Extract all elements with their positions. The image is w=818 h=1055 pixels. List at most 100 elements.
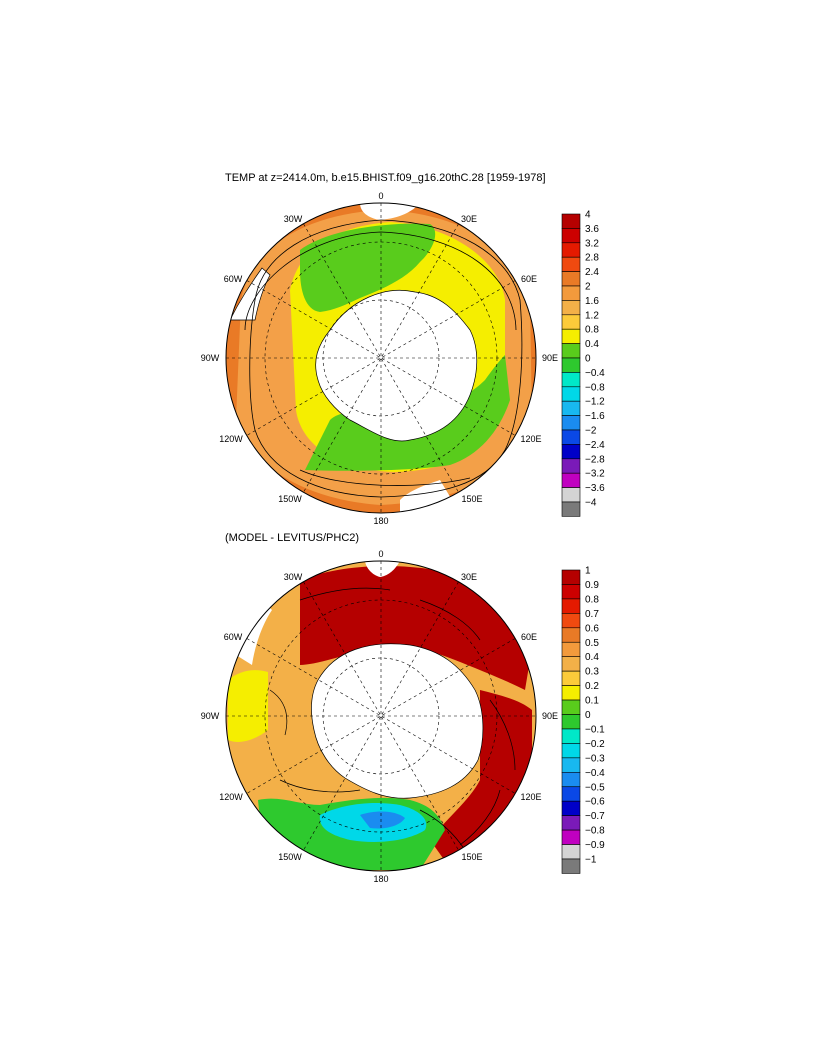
bottom-colorbar-swatch-5 (561, 641, 581, 657)
bottom-colorbar-label-12: −0.2 (585, 739, 605, 750)
top-colorbar-swatch-3 (561, 256, 581, 272)
top-lon-60w: 60W (224, 274, 243, 284)
top-colorbar-swatch-13 (561, 400, 581, 416)
bottom-lon-30e: 30E (461, 572, 477, 582)
top-lon-30e: 30E (461, 214, 477, 224)
bottom-colorbar-label-16: −0.6 (585, 797, 605, 808)
top-land-antarctica (315, 289, 478, 442)
top-colorbar-label-11: −0.4 (585, 368, 605, 379)
bottom-lon-60e: 60E (521, 632, 537, 642)
bottom-colorbar-swatch-3 (561, 613, 581, 629)
top-colorbar-label-1: 3.6 (585, 224, 599, 235)
top-colorbar-label-14: −1.6 (585, 411, 605, 422)
bottom-colorbar-swatch-13 (561, 757, 581, 773)
bottom-lon-90e: 90E (542, 711, 558, 721)
bottom-colorbar-swatch-7 (561, 670, 581, 686)
bottom-colorbar-swatch-4 (561, 627, 581, 643)
top-colorbar-swatch-0 (561, 213, 581, 229)
bottom-lon-180: 180 (373, 874, 388, 884)
top-colorbar-swatch-5 (561, 285, 581, 301)
bottom-colorbar-swatch-15 (561, 786, 581, 802)
bottom-colorbar-label-9: 0.1 (585, 696, 599, 707)
top-colorbar-label-2: 3.2 (585, 238, 599, 249)
top-colorbar-swatch-16 (561, 444, 581, 460)
top-colorbar-label-4: 2.4 (585, 267, 599, 278)
top-lon-120w: 120W (219, 434, 243, 444)
bottom-colorbar-swatch-17 (561, 815, 581, 831)
bottom-colorbar-swatch-19 (561, 844, 581, 860)
top-colorbar-swatch-7 (561, 314, 581, 330)
bottom-colorbar-label-2: 0.8 (585, 594, 599, 605)
top-graticule (226, 203, 536, 513)
top-colorbar-swatch-2 (561, 242, 581, 258)
top-land-south-america (229, 267, 271, 321)
bottom-colorbar-swatch-12 (561, 743, 581, 759)
top-colorbar-label-17: −2.8 (585, 454, 605, 465)
top-colorbar-swatch-17 (561, 458, 581, 474)
top-lon-90e: 90E (542, 353, 558, 363)
bottom-lon-120w: 120W (219, 792, 243, 802)
bottom-colorbar-label-15: −0.5 (585, 782, 605, 793)
bottom-region-blue-core (360, 811, 405, 829)
bottom-lon-150w: 150W (278, 852, 302, 862)
bottom-land-africa (365, 561, 400, 577)
bottom-colorbar-swatch-2 (561, 598, 581, 614)
bottom-colorbar-swatch-9 (561, 699, 581, 715)
bottom-map-border (225, 560, 537, 872)
top-colorbar-swatch-4 (561, 271, 581, 287)
bottom-colorbar-label-11: −0.1 (585, 724, 605, 735)
bottom-colorbar-label-10: 0 (585, 710, 591, 721)
bottom-longitude-labels: 0 30W 30E 60W 60E 90W 90E 120W 120E 150W… (201, 549, 558, 884)
bottom-polar-map: 0 30W 30E 60W 60E 90W 90E 120W 120E 150W… (201, 549, 558, 884)
bottom-lon-0: 0 (378, 549, 383, 559)
bottom-map-title: (MODEL - LEVITUS/PHC2) (225, 532, 360, 544)
top-lon-150e: 150E (461, 494, 482, 504)
top-lon-30w: 30W (284, 214, 303, 224)
top-colorbar-label-19: −3.6 (585, 483, 605, 494)
top-colorbar-swatch-1 (561, 228, 581, 244)
top-colorbar-label-3: 2.8 (585, 253, 599, 264)
bottom-colorbar-label-18: −0.8 (585, 826, 605, 837)
bottom-lon-60w: 60W (224, 632, 243, 642)
bottom-colorbar-label-20: −1 (585, 855, 597, 866)
top-colorbar-label-13: −1.2 (585, 397, 605, 408)
bottom-colorbar-label-0: 1 (585, 566, 591, 577)
bottom-colorbar-label-13: −0.3 (585, 753, 605, 764)
top-lon-120e: 120E (520, 434, 541, 444)
bottom-land-antarctica (311, 643, 484, 799)
top-lon-90w: 90W (201, 353, 220, 363)
top-colorbar-swatch-18 (561, 472, 581, 488)
bottom-colorbar-swatch-1 (561, 584, 581, 600)
top-colorbar-label-10: 0 (585, 354, 591, 365)
top-colorbar-label-12: −0.8 (585, 382, 605, 393)
top-lon-150w: 150W (278, 494, 302, 504)
bottom-colorbar-label-19: −0.9 (585, 840, 605, 851)
top-colorbar-label-20: −4 (585, 498, 597, 509)
top-colorbar-label-0: 4 (585, 210, 591, 221)
bottom-lon-150e: 150E (461, 852, 482, 862)
top-colorbar-label-9: 0.4 (585, 339, 599, 350)
bottom-region-darkred-atlantic (300, 565, 530, 690)
bottom-colorbar-swatch-14 (561, 771, 581, 788)
top-colorbar-swatch-10 (561, 357, 581, 373)
top-colorbar-swatch-19 (561, 487, 581, 503)
top-lon-180: 180 (373, 516, 388, 526)
top-colorbar: 4 3.6 3.2 2.8 2.4 2 1.6 1.2 0.8 0.4 0 −0.4 −0.8 −1.2 −… (561, 210, 605, 517)
bottom-lon-30w: 30W (284, 572, 303, 582)
bottom-colorbar-swatch-8 (561, 685, 581, 701)
top-polar-map: 0 30W 30E 60W 60E 90W 90E 120W 120E 150W… (201, 191, 558, 526)
top-region-green-atlantic (300, 223, 436, 312)
bottom-lon-120e: 120E (520, 792, 541, 802)
top-lon-60e: 60E (521, 274, 537, 284)
top-colorbar-swatch-11 (561, 372, 581, 388)
bottom-colorbar-swatch-18 (561, 829, 581, 845)
bottom-colorbar-swatch-11 (561, 728, 581, 744)
top-map-title: TEMP at z=2414.0m, b.e15.BHIST.f09_g16.2… (225, 172, 546, 184)
top-colorbar-swatch-20 (561, 501, 581, 517)
bottom-region-yellow-west (228, 670, 268, 742)
top-colorbar-label-8: 0.8 (585, 325, 599, 336)
bottom-colorbar-label-4: 0.6 (585, 623, 599, 634)
bottom-colorbar-label-14: −0.4 (585, 768, 605, 779)
top-colorbar-label-5: 2 (585, 282, 591, 293)
